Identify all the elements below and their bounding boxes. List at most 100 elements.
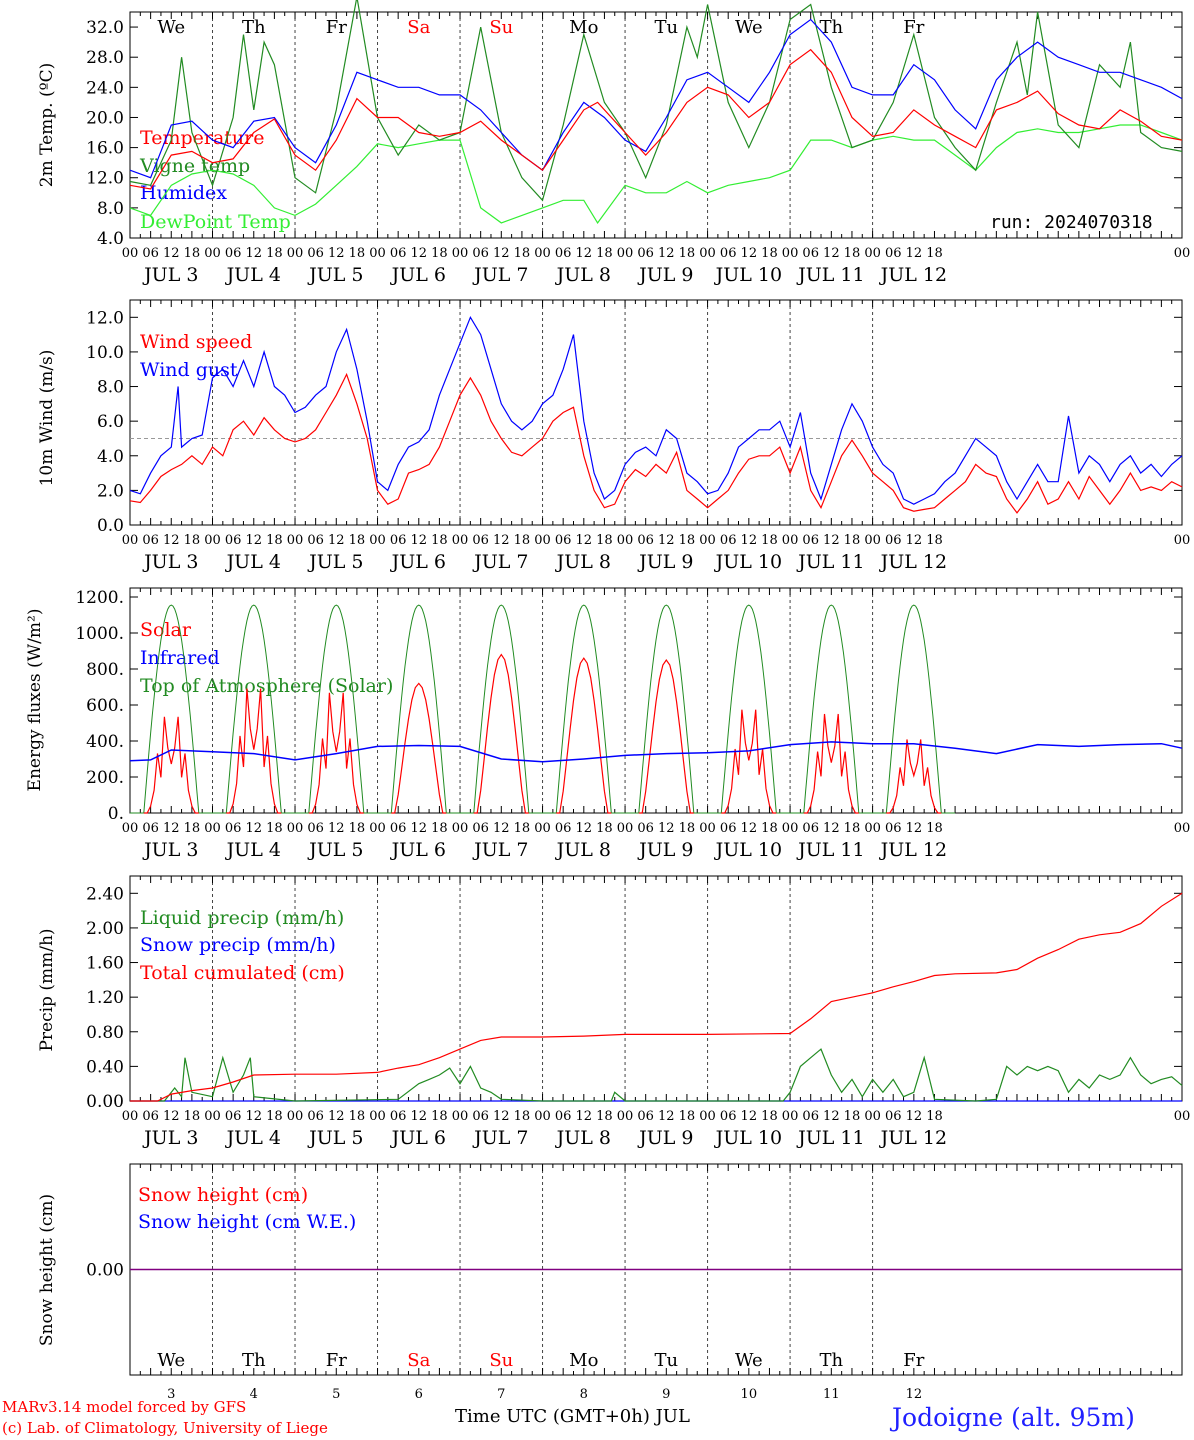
hour-tick-label: 00	[369, 821, 386, 836]
legend-total-cumulated: Total cumulated (cm)	[140, 962, 345, 984]
series-toa-solar	[707, 604, 791, 814]
hour-tick-label: 18	[844, 821, 861, 836]
date-label: JUL 10	[714, 264, 782, 286]
hour-tick-label: 06	[802, 246, 819, 261]
weekday-label: Tu	[655, 1350, 679, 1371]
weekday-label: Fr	[903, 17, 924, 38]
hour-tick-label: 00	[699, 821, 716, 836]
hour-tick-label: 12	[823, 1109, 840, 1124]
date-label: JUL 3	[142, 551, 198, 573]
legend-wind-gust: Wind gust	[140, 359, 238, 381]
y-tick-label: 800.	[86, 660, 124, 680]
hour-tick-label: 00	[452, 1109, 469, 1124]
day-number-label: 7	[497, 1387, 505, 1402]
hour-tick-label: 18	[761, 1109, 778, 1124]
hour-tick-label: 12	[906, 533, 923, 548]
date-label: JUL 12	[879, 264, 947, 286]
day-number-label: 4	[250, 1387, 258, 1402]
date-label: JUL 10	[714, 839, 782, 861]
hour-tick-label: 12	[741, 1109, 758, 1124]
weekday-label: Sa	[407, 17, 430, 38]
hour-tick-label: 12	[906, 246, 923, 261]
hour-tick-label: 18	[184, 246, 201, 261]
y-tick-label: 1.20	[86, 988, 124, 1008]
hour-tick-label: 06	[225, 1109, 242, 1124]
y-tick-label: 400.	[86, 732, 124, 752]
hour-tick-label: 00	[699, 246, 716, 261]
hour-tick-label: 12	[411, 246, 428, 261]
hour-tick-label: 00	[782, 533, 799, 548]
credit-line-2: (c) Lab. of Climatology, University of L…	[2, 1419, 328, 1437]
legend-solar: Solar	[140, 619, 192, 641]
hour-tick-label: 12	[163, 1109, 180, 1124]
date-label: JUL 6	[390, 1127, 446, 1149]
hour-tick-label: 18	[679, 533, 696, 548]
hour-tick-label: 00	[122, 246, 139, 261]
series-humidex	[129, 18, 1183, 179]
hour-tick-label: 18	[266, 533, 283, 548]
day-number-label: 5	[332, 1387, 340, 1402]
hour-tick-label: 18	[761, 533, 778, 548]
weekday-label: We	[735, 17, 763, 38]
weekday-label: Tu	[655, 17, 679, 38]
hour-tick-label: 06	[225, 821, 242, 836]
hour-tick-label: 00	[287, 1109, 304, 1124]
hour-tick-label: 06	[390, 533, 407, 548]
station-name: Jodoigne (alt. 95m)	[889, 1403, 1135, 1432]
legend-wind-speed: Wind speed	[140, 331, 252, 353]
hour-tick-label: 06	[390, 821, 407, 836]
hour-tick-label: 18	[431, 533, 448, 548]
y-tick-label: 1000.	[75, 624, 124, 644]
hour-tick-label: 06	[307, 533, 324, 548]
hour-tick-label: 12	[163, 533, 180, 548]
y-tick-label: 2.0	[97, 481, 124, 501]
hour-tick-label: 06	[307, 246, 324, 261]
hour-tick-label: 18	[679, 1109, 696, 1124]
hour-tick-label: 18	[596, 821, 613, 836]
date-label: JUL 3	[142, 1127, 198, 1149]
date-label: JUL 8	[555, 1127, 611, 1149]
hour-tick-label: 06	[555, 1109, 572, 1124]
hour-tick-label: 00	[617, 533, 634, 548]
run-label: run: 2024070318	[990, 212, 1153, 233]
hour-tick-label: 06	[307, 821, 324, 836]
weekday-label: Fr	[326, 17, 347, 38]
weekday-label: We	[157, 1350, 185, 1371]
series-infrared	[129, 741, 1183, 763]
weekday-label: We	[735, 1350, 763, 1371]
hour-tick-label: 18	[514, 246, 531, 261]
y-tick-label: 0.00	[86, 1261, 124, 1281]
hour-tick-label: 06	[307, 1109, 324, 1124]
hour-tick-label: 00	[452, 533, 469, 548]
ylabel-temp: 2m Temp. (ºC)	[37, 63, 57, 188]
hour-tick-label: 06	[142, 533, 159, 548]
date-label: JUL 4	[225, 551, 281, 573]
hour-tick-label: 12	[823, 246, 840, 261]
hour-tick-label: 18	[431, 246, 448, 261]
date-label: JUL 11	[796, 839, 864, 861]
hour-tick-label: 06	[802, 533, 819, 548]
legend-temperature: Temperature	[140, 127, 264, 149]
series-solar	[391, 682, 447, 814]
date-label: JUL 11	[796, 264, 864, 286]
hour-tick-label: 00	[617, 1109, 634, 1124]
hour-tick-label: 18	[596, 246, 613, 261]
weekday-label: Su	[489, 1350, 513, 1371]
date-label: JUL 10	[714, 551, 782, 573]
hour-tick-label: 12	[245, 246, 262, 261]
date-label: JUL 4	[225, 264, 281, 286]
hour-tick-label: 18	[266, 1109, 283, 1124]
hour-tick-label: 18	[349, 533, 366, 548]
hour-tick-label: 12	[906, 821, 923, 836]
hour-tick-label: 00	[1174, 1109, 1191, 1124]
series-wind-speed	[129, 372, 1183, 514]
weekday-label: Mo	[569, 17, 598, 38]
series-wind-gust	[129, 315, 1183, 505]
hour-tick-label: 12	[411, 533, 428, 548]
hour-tick-label: 12	[906, 1109, 923, 1124]
hour-tick-label: 00	[452, 246, 469, 261]
date-label: JUL 6	[390, 551, 446, 573]
series-total-cumulated-cm-	[130, 892, 1183, 1102]
y-tick-label: 20.0	[86, 108, 124, 128]
